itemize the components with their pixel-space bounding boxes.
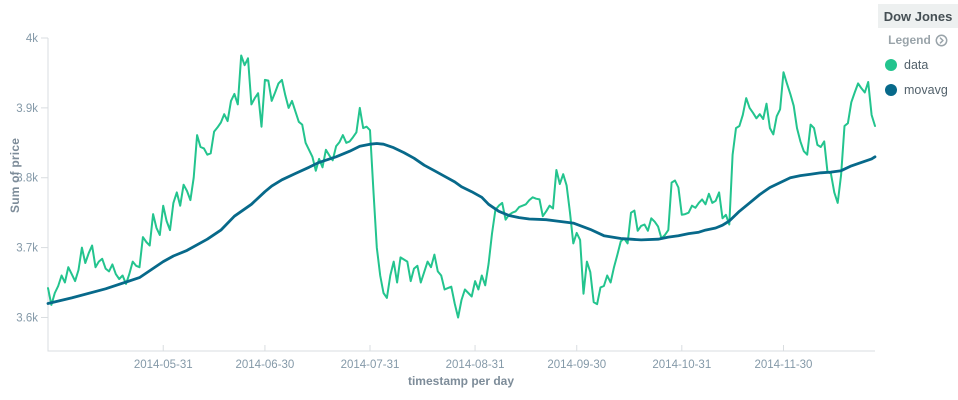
y-tick-label: 3.9k xyxy=(16,103,38,115)
y-tick-label: 3.7k xyxy=(16,243,38,255)
legend-item-data[interactable]: data xyxy=(885,58,958,72)
x-tick-label: 2014-05-31 xyxy=(134,359,193,371)
x-tick-label: 2014-06-30 xyxy=(236,359,295,371)
legend-toggle[interactable]: Legend xyxy=(878,33,958,47)
y-tick-label: 4k xyxy=(26,33,38,45)
x-tick-label: 2014-11-30 xyxy=(754,359,812,371)
chevron-right-circle-icon[interactable] xyxy=(935,34,948,47)
y-tick-label: 3.6k xyxy=(16,312,38,324)
legend-item-label: data xyxy=(904,58,929,72)
axis-lines xyxy=(47,38,875,352)
legend-sidebar: Dow Jones Legend data movavg xyxy=(878,0,958,97)
x-tick-label: 2014-08-31 xyxy=(446,359,505,371)
series-movavg-line[interactable] xyxy=(46,142,877,305)
x-tick-label: 2014-07-31 xyxy=(341,359,400,371)
x-tick-label: 2014-10-31 xyxy=(652,359,711,371)
series-data-line[interactable] xyxy=(47,54,876,319)
x-tick-label: 2014-09-30 xyxy=(547,359,606,371)
panel-title: Dow Jones xyxy=(878,4,958,28)
legend-items: data movavg xyxy=(878,58,958,97)
legend-label: Legend xyxy=(888,33,931,47)
legend-item-movavg[interactable]: movavg xyxy=(885,83,958,97)
legend-swatch-movavg xyxy=(885,84,897,96)
legend-item-label: movavg xyxy=(904,83,948,97)
y-tick-label: 3.8k xyxy=(16,173,38,185)
y-axis-title: Sum of price xyxy=(8,137,22,213)
x-axis-title: timestamp per day xyxy=(407,374,515,388)
legend-swatch-data xyxy=(885,59,897,71)
